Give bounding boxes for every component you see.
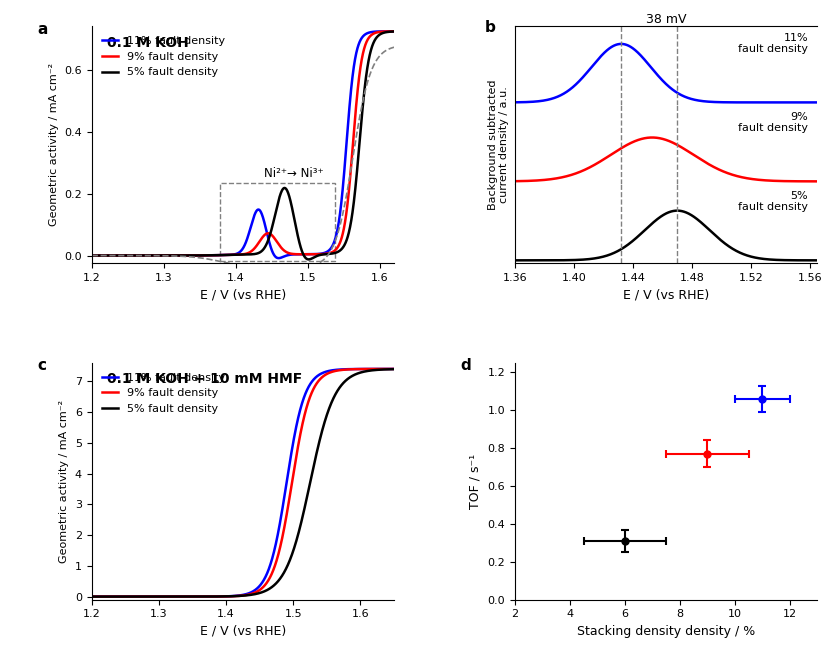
X-axis label: Stacking density density / %: Stacking density density / % bbox=[577, 625, 756, 638]
5% fault density bbox=[87, 592, 97, 600]
9% fault density bbox=[234, 592, 244, 600]
11% fault density bbox=[226, 592, 236, 600]
9% fault density bbox=[87, 252, 97, 260]
11% fault density bbox=[102, 592, 112, 600]
5% fault density bbox=[226, 251, 236, 259]
9% fault density bbox=[389, 365, 399, 373]
Text: 11%
fault density: 11% fault density bbox=[738, 33, 808, 54]
11% fault density bbox=[87, 252, 97, 260]
11% fault density bbox=[102, 252, 112, 260]
Line: 5% fault density: 5% fault density bbox=[92, 369, 394, 596]
Y-axis label: Geometric activity / mA cm⁻²: Geometric activity / mA cm⁻² bbox=[59, 399, 69, 563]
9% fault density bbox=[324, 368, 334, 376]
Line: 9% fault density: 9% fault density bbox=[92, 32, 394, 256]
9% fault density bbox=[226, 592, 236, 600]
9% fault density bbox=[226, 251, 236, 259]
5% fault density bbox=[87, 252, 97, 260]
Text: c: c bbox=[38, 358, 47, 373]
Legend: 11% fault density, 9% fault density, 5% fault density: 11% fault density, 9% fault density, 5% … bbox=[98, 368, 230, 418]
Text: 5%
fault density: 5% fault density bbox=[738, 190, 808, 212]
11% fault density bbox=[324, 367, 334, 375]
5% fault density bbox=[380, 28, 390, 36]
5% fault density bbox=[389, 365, 399, 373]
9% fault density bbox=[380, 365, 390, 373]
11% fault density bbox=[380, 365, 390, 373]
Y-axis label: Geometric activity / mA cm⁻²: Geometric activity / mA cm⁻² bbox=[48, 63, 58, 227]
Line: 5% fault density: 5% fault density bbox=[92, 32, 394, 260]
9% fault density bbox=[389, 28, 399, 36]
9% fault density bbox=[324, 249, 334, 257]
11% fault density bbox=[226, 251, 236, 259]
X-axis label: E / V (vs RHE): E / V (vs RHE) bbox=[200, 625, 286, 638]
Text: b: b bbox=[485, 20, 495, 35]
Line: 11% fault density: 11% fault density bbox=[92, 369, 394, 596]
5% fault density bbox=[380, 366, 390, 374]
5% fault density bbox=[234, 250, 244, 258]
X-axis label: E / V (vs RHE): E / V (vs RHE) bbox=[200, 289, 286, 302]
5% fault density bbox=[324, 403, 334, 411]
5% fault density bbox=[389, 28, 399, 36]
9% fault density bbox=[380, 28, 390, 36]
Title: 38 mV: 38 mV bbox=[646, 13, 686, 26]
9% fault density bbox=[234, 250, 244, 258]
5% fault density bbox=[234, 592, 244, 600]
11% fault density bbox=[274, 254, 284, 262]
11% fault density bbox=[380, 28, 390, 36]
Text: a: a bbox=[38, 22, 48, 37]
5% fault density bbox=[380, 28, 390, 36]
Legend: 11% fault density, 9% fault density, 5% fault density: 11% fault density, 9% fault density, 5% … bbox=[98, 32, 230, 82]
9% fault density bbox=[102, 252, 112, 260]
5% fault density bbox=[102, 592, 112, 600]
11% fault density bbox=[234, 592, 244, 600]
9% fault density bbox=[87, 592, 97, 600]
5% fault density bbox=[102, 252, 112, 260]
5% fault density bbox=[380, 366, 390, 374]
11% fault density bbox=[325, 246, 335, 254]
5% fault density bbox=[325, 250, 335, 258]
Bar bbox=[220, 183, 335, 261]
5% fault density bbox=[304, 256, 314, 264]
Text: 0.1 M KOH: 0.1 M KOH bbox=[107, 36, 188, 50]
Y-axis label: Background subtracted
current density / a.u.: Background subtracted current density / … bbox=[488, 80, 510, 210]
Text: d: d bbox=[460, 358, 471, 373]
11% fault density bbox=[389, 365, 399, 373]
Text: 0.1 M KOH + 10 mM HMF: 0.1 M KOH + 10 mM HMF bbox=[107, 372, 302, 386]
Y-axis label: TOF / s⁻¹: TOF / s⁻¹ bbox=[469, 453, 482, 509]
11% fault density bbox=[234, 249, 244, 257]
9% fault density bbox=[380, 28, 390, 36]
11% fault density bbox=[87, 592, 97, 600]
Line: 9% fault density: 9% fault density bbox=[92, 369, 394, 596]
Text: 9%
fault density: 9% fault density bbox=[738, 111, 808, 133]
9% fault density bbox=[102, 592, 112, 600]
5% fault density bbox=[226, 592, 236, 600]
9% fault density bbox=[380, 365, 390, 373]
11% fault density bbox=[380, 365, 390, 373]
11% fault density bbox=[380, 28, 390, 36]
Text: Ni²⁺→ Ni³⁺: Ni²⁺→ Ni³⁺ bbox=[264, 167, 324, 179]
Line: 11% fault density: 11% fault density bbox=[92, 32, 394, 258]
11% fault density bbox=[389, 28, 399, 36]
X-axis label: E / V (vs RHE): E / V (vs RHE) bbox=[623, 289, 709, 302]
